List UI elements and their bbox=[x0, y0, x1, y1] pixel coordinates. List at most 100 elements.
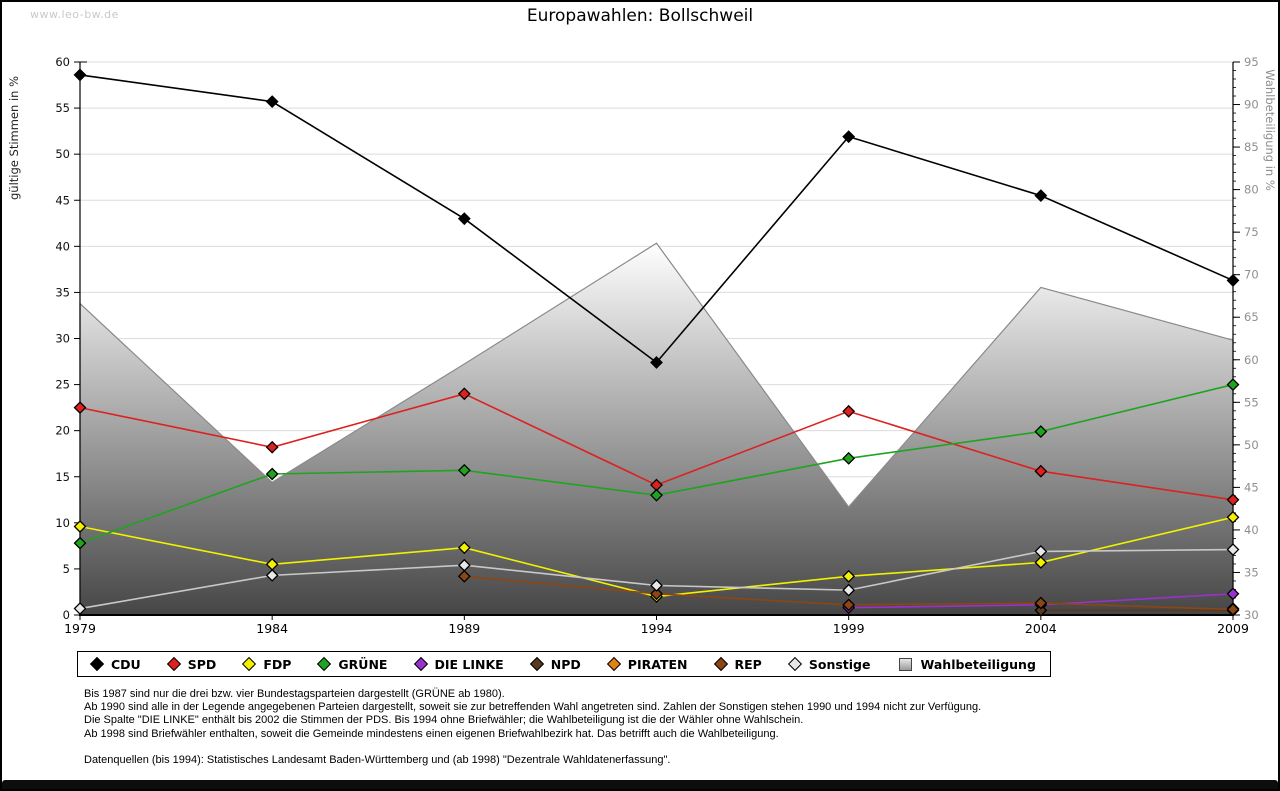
cdu-marker-icon bbox=[89, 656, 105, 672]
data-point bbox=[265, 467, 279, 481]
series-wahlbeteiligung bbox=[79, 242, 1234, 616]
data-point bbox=[650, 488, 663, 502]
svg-text:75: 75 bbox=[1244, 225, 1259, 239]
data-point bbox=[1034, 464, 1048, 478]
series-grüne bbox=[73, 378, 1240, 550]
svg-text:50: 50 bbox=[1244, 438, 1259, 452]
data-point bbox=[457, 463, 471, 477]
source-line: Datenquellen (bis 1994): Statistisches L… bbox=[84, 753, 671, 766]
svg-text:35: 35 bbox=[55, 285, 70, 299]
svg-text:5: 5 bbox=[63, 562, 70, 576]
data-point bbox=[265, 440, 279, 454]
data-point bbox=[457, 569, 471, 583]
footnote-line: Ab 1998 sind Briefwähler enthalten, sowe… bbox=[84, 727, 779, 740]
right-axis-ticks: 30 35 40 45 50 55 60 65 70 75 80 85 90 95 bbox=[1233, 55, 1259, 622]
data-point bbox=[1226, 493, 1240, 507]
legend-label: PIRATEN bbox=[627, 656, 688, 672]
data-point bbox=[842, 130, 856, 144]
svg-text:50: 50 bbox=[55, 147, 70, 161]
series-rep bbox=[457, 569, 1240, 616]
svg-text:60: 60 bbox=[1244, 353, 1259, 367]
legend-item-cdu: CDU bbox=[89, 656, 141, 672]
series-spd bbox=[73, 387, 1240, 507]
left-axis-title: gültige Stimmen in % bbox=[7, 76, 21, 200]
legend-label: NPD bbox=[550, 656, 581, 672]
data-point bbox=[1226, 274, 1240, 287]
die-linke-marker-icon bbox=[413, 656, 428, 672]
data-point bbox=[1034, 544, 1048, 558]
data-point bbox=[842, 598, 856, 612]
svg-text:35: 35 bbox=[1244, 565, 1259, 579]
svg-text:45: 45 bbox=[1244, 480, 1259, 494]
svg-text:1994: 1994 bbox=[641, 621, 673, 636]
svg-text:2009: 2009 bbox=[1217, 621, 1249, 636]
series-cdu bbox=[73, 68, 1240, 369]
legend-label: FDP bbox=[263, 656, 292, 672]
data-point bbox=[1226, 510, 1240, 524]
legend-label: CDU bbox=[111, 656, 141, 672]
window-bottom-bar bbox=[2, 780, 1278, 789]
data-point bbox=[842, 404, 856, 418]
legend-label: GRÜNE bbox=[338, 656, 388, 672]
footnote-line: Bis 1987 sind nur die drei bzw. vier Bun… bbox=[84, 688, 505, 700]
legend-item-wahlbeteiligung: Wahlbeteiligung bbox=[898, 656, 1036, 672]
data-point bbox=[265, 568, 279, 582]
footnotes: Bis 1987 sind nur die drei bzw. vier Bun… bbox=[84, 688, 981, 767]
data-point bbox=[1034, 189, 1048, 203]
svg-text:30: 30 bbox=[55, 332, 70, 346]
legend-label: SPD bbox=[187, 656, 217, 672]
data-point bbox=[842, 451, 856, 465]
data-point bbox=[1034, 425, 1048, 439]
svg-text:40: 40 bbox=[55, 239, 70, 253]
data-point bbox=[73, 536, 87, 550]
svg-text:60: 60 bbox=[55, 55, 70, 69]
data-point bbox=[1226, 543, 1240, 556]
legend-label: DIE LINKE bbox=[434, 656, 504, 672]
data-point bbox=[457, 541, 471, 555]
legend-item-fdp: FDP bbox=[242, 656, 292, 672]
data-point bbox=[1226, 603, 1240, 616]
data-point bbox=[1034, 603, 1048, 617]
svg-text:25: 25 bbox=[55, 378, 70, 392]
svg-text:1979: 1979 bbox=[64, 621, 96, 636]
page-title: Europawahlen: Bollschweil bbox=[526, 6, 754, 26]
legend-label: REP bbox=[734, 656, 762, 672]
grüne-marker-icon bbox=[317, 656, 332, 672]
series-sonstige bbox=[73, 543, 1240, 615]
svg-text:65: 65 bbox=[1244, 310, 1259, 324]
sonstige-marker-icon bbox=[787, 656, 802, 672]
legend-item-piraten: PIRATEN bbox=[606, 656, 688, 672]
svg-text:45: 45 bbox=[55, 193, 70, 207]
svg-text:2004: 2004 bbox=[1025, 621, 1057, 636]
data-point bbox=[457, 212, 471, 226]
svg-text:1984: 1984 bbox=[256, 621, 288, 636]
legend-label: Sonstige bbox=[808, 656, 871, 672]
legend-label: Wahlbeteiligung bbox=[920, 656, 1036, 672]
footnote-spacer bbox=[84, 741, 981, 754]
legend: CDU SPD FDP GRÜNE DIE LINKE NPD PIRATEN REP Sons… bbox=[77, 651, 1051, 677]
npd-marker-icon bbox=[529, 656, 544, 672]
svg-text:10: 10 bbox=[55, 516, 70, 530]
data-point bbox=[73, 602, 87, 615]
svg-text:70: 70 bbox=[1244, 268, 1259, 282]
data-point bbox=[650, 356, 663, 369]
data-point bbox=[1226, 587, 1240, 601]
svg-text:15: 15 bbox=[55, 470, 70, 484]
data-point bbox=[842, 569, 856, 583]
svg-text:1989: 1989 bbox=[448, 621, 480, 636]
legend-item-spd: SPD bbox=[166, 656, 217, 672]
legend-item-npd: NPD bbox=[529, 656, 581, 672]
svg-text:0: 0 bbox=[63, 608, 70, 622]
svg-text:90: 90 bbox=[1244, 98, 1259, 112]
data-point bbox=[1034, 556, 1048, 569]
svg-text:95: 95 bbox=[1244, 55, 1259, 69]
svg-text:30: 30 bbox=[1244, 608, 1259, 622]
right-axis-title: Wahlbeteiligung in % bbox=[1263, 69, 1277, 191]
rep-marker-icon bbox=[713, 656, 728, 672]
data-point bbox=[1226, 378, 1240, 392]
legend-item-rep: REP bbox=[713, 656, 762, 672]
data-point bbox=[265, 95, 279, 109]
watermark: www.leo-bw.de bbox=[30, 8, 119, 21]
footnote-line: Die Spalte "DIE LINKE" enthält bis 2002 … bbox=[84, 714, 804, 727]
